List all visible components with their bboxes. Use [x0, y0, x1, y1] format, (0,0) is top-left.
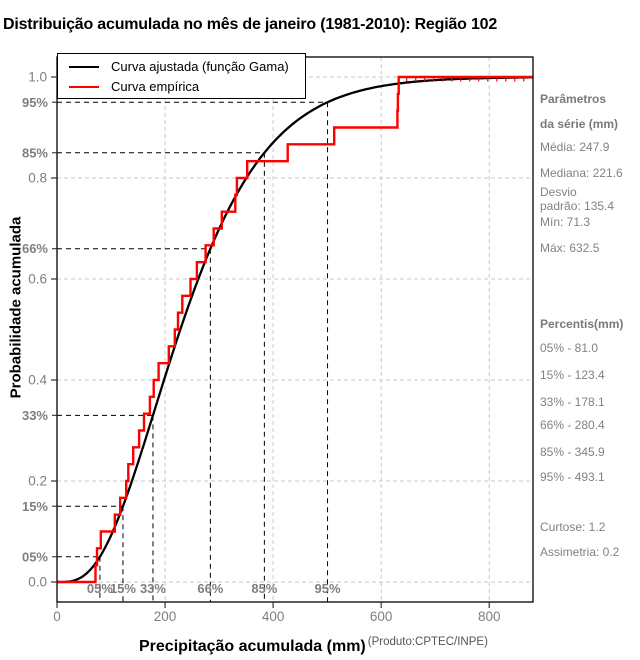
stat-assimetria: Assimetria: 0.2 — [540, 545, 620, 559]
fitted-line-sample-icon — [69, 65, 99, 68]
percentil-95: 95% - 493.1 — [540, 470, 605, 484]
percentile-bottom-label-33%: 33% — [140, 581, 166, 596]
empirical-line-sample-icon — [69, 85, 99, 88]
stat-media: Média: 247.9 — [540, 140, 610, 154]
legend-label-empirical: Curva empírica — [111, 79, 200, 94]
percentis-header: Percentis(mm) — [540, 317, 624, 331]
x-tick-label-0: 0 — [53, 609, 61, 624]
y-axis-title: Probabilidade acumulada — [7, 216, 25, 399]
x-tick-label-200: 200 — [154, 609, 177, 624]
y-pct-label-95%: 95% — [22, 95, 48, 110]
x-tick-label-600: 600 — [370, 609, 393, 624]
percentile-bottom-label-15%: 15% — [110, 581, 136, 596]
stat-max: Máx: 632.5 — [540, 241, 600, 255]
percentil-15: 15% - 123.4 — [540, 368, 605, 382]
legend-label-fitted: Curva ajustada (função Gama) — [111, 59, 289, 74]
percentile-bottom-label-95%: 95% — [315, 581, 341, 596]
y-tick-label-0.6: 0.6 — [28, 272, 47, 287]
legend-entry-empirical: Curva empírica — [69, 79, 305, 94]
percentile-bottom-label-05%: 05% — [87, 581, 113, 596]
params-header: Parâmetros da série (mm) — [540, 92, 619, 131]
x-axis-title-text: Precipitação acumulada (mm) — [139, 638, 366, 655]
percentile-bottom-label-66%: 66% — [197, 581, 223, 596]
stat-desvio-padrao: Desvio padrão: 135.4 — [540, 185, 615, 213]
stat-curtose: Curtose: 1.2 — [540, 520, 606, 534]
stat-min: Mín: 71.3 — [540, 215, 591, 229]
y-tick-label-0.4: 0.4 — [28, 373, 47, 388]
y-pct-label-05%: 05% — [22, 549, 48, 564]
percentile-bottom-label-85%: 85% — [251, 581, 277, 596]
x-axis-title: Precipitação acumulada (mm) (Produto:CPTE… — [139, 636, 488, 656]
gamma-curve — [57, 76, 533, 584]
plot-border — [56, 56, 534, 603]
y-tick-label-0.0: 0.0 — [28, 575, 47, 590]
percentil-33: 33% - 178.1 — [540, 395, 605, 409]
y-pct-label-66%: 66% — [22, 241, 48, 256]
x-tick-label-400: 400 — [262, 609, 285, 624]
y-pct-label-85%: 85% — [22, 145, 48, 160]
percentil-66: 66% - 280.4 — [540, 418, 605, 432]
percentil-05: 05% - 81.0 — [540, 341, 599, 355]
stat-mediana: Mediana: 221.6 — [540, 166, 623, 180]
chart-title: Distribuição acumulada no mês de janeiro… — [3, 16, 498, 33]
y-tick-label-0.8: 0.8 — [28, 171, 47, 186]
y-pct-label-15%: 15% — [22, 499, 48, 514]
y-tick-label-0.2: 0.2 — [28, 474, 47, 489]
percentil-85: 85% - 345.9 — [540, 445, 605, 459]
ecdf-curve — [57, 75, 533, 584]
legend-entry-fitted: Curva ajustada (função Gama) — [69, 59, 305, 74]
y-pct-label-33%: 33% — [22, 408, 48, 423]
source-note: (Produto:CPTEC/INPE) — [367, 636, 488, 648]
x-tick-label-800: 800 — [478, 609, 501, 624]
legend: Curva ajustada (função Gama) Curva empír… — [57, 53, 306, 99]
y-tick-label-1.0: 1.0 — [28, 70, 47, 85]
